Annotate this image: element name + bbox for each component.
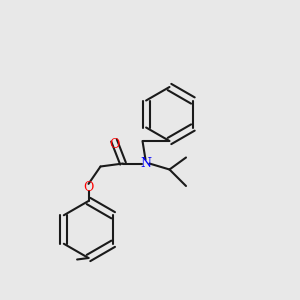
Text: N: N — [140, 157, 151, 170]
Text: O: O — [109, 137, 119, 151]
Text: O: O — [83, 181, 94, 194]
